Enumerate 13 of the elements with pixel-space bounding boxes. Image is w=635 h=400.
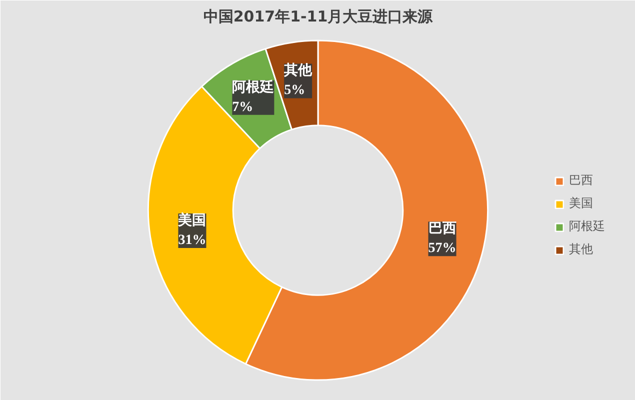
data-label: 5%	[284, 83, 306, 98]
data-label: 7%	[232, 100, 254, 115]
legend-label: 阿根廷	[569, 218, 605, 235]
slice-label: 其他	[283, 62, 314, 79]
data-label: 57%	[428, 241, 456, 256]
legend-label: 美国	[569, 195, 593, 212]
data-label: 31%	[178, 232, 206, 248]
legend-label: 其他	[569, 241, 593, 258]
slice-label: 阿根廷	[232, 79, 274, 96]
legend-label: 巴西	[569, 172, 593, 189]
chart-title: 中国2017年1-11月大豆进口来源	[203, 8, 434, 26]
slice-label: 巴西	[428, 222, 456, 237]
slice-label: 美国	[177, 211, 206, 228]
